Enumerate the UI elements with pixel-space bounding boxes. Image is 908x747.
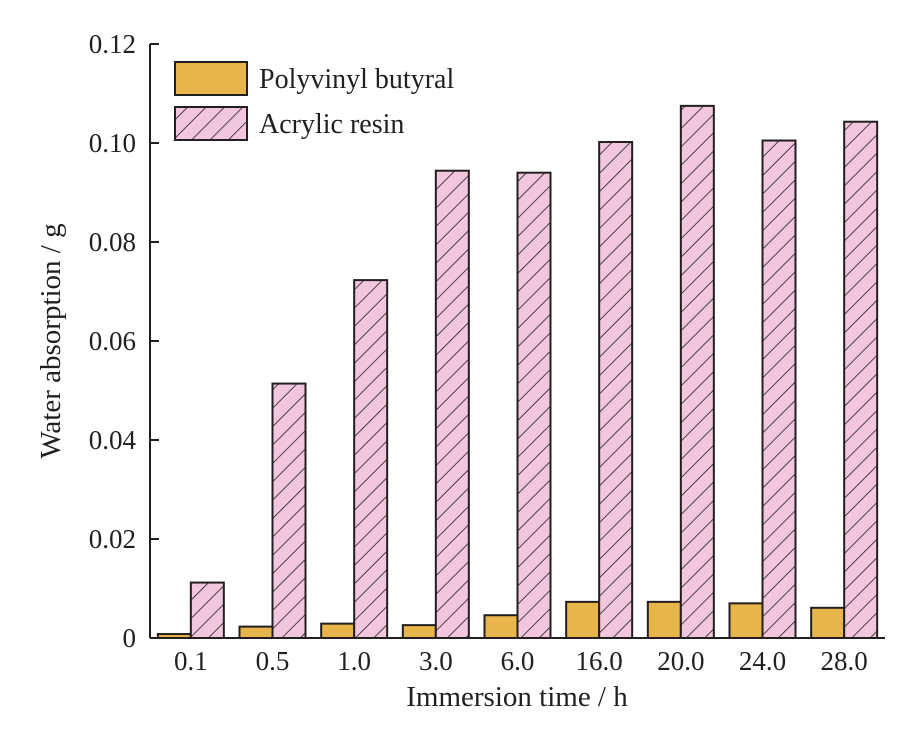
y-tick-label: 0.08: [89, 227, 136, 257]
y-tick-label: 0: [123, 623, 137, 653]
x-tick-label: 6.0: [501, 646, 535, 676]
x-axis-title: Immersion time / h: [406, 681, 628, 713]
y-tick-label: 0.06: [89, 326, 136, 356]
bar-polyvinyl-butyral-0-5: [238, 625, 274, 639]
x-tick-label: 0.5: [256, 646, 290, 676]
y-tick-label: 0.04: [89, 425, 137, 455]
x-tick-label: 0.1: [174, 646, 208, 676]
bar-acrylic-resin-28-0: [843, 120, 879, 639]
bar-acrylic-resin-24-0: [761, 139, 797, 639]
bar-acrylic-resin-1-0: [353, 279, 389, 639]
bar-polyvinyl-butyral-6-0: [483, 614, 519, 639]
bar-acrylic-resin-3-0: [434, 169, 470, 639]
bar-polyvinyl-butyral-1-0: [320, 622, 356, 640]
bar-polyvinyl-butyral-16-0: [565, 600, 601, 639]
x-tick-label: 24.0: [739, 646, 786, 676]
x-tick-label: 28.0: [821, 646, 868, 676]
bar-acrylic-resin-0-1: [189, 581, 225, 639]
bar-acrylic-resin-16-0: [598, 141, 634, 639]
bar-acrylic-resin-20-0: [679, 104, 715, 639]
legend-label-polyvinyl-butyral: Polyvinyl butyral: [259, 64, 454, 95]
y-tick-label: 0.12: [89, 29, 136, 59]
y-tick-label: 0.02: [89, 524, 136, 554]
x-tick-label: 16.0: [576, 646, 623, 676]
bar-polyvinyl-butyral-28-0: [810, 606, 846, 639]
legend-label-acrylic-resin: Acrylic resin: [259, 109, 404, 140]
x-tick-label: 3.0: [419, 646, 453, 676]
y-tick-label: 0.10: [89, 128, 136, 158]
bar-polyvinyl-butyral-20-0: [646, 600, 682, 639]
x-tick-label: 1.0: [337, 646, 371, 676]
bar-acrylic-resin-0-5: [271, 382, 307, 639]
legend: Polyvinyl butyral Acrylic resin: [174, 61, 454, 141]
bar-polyvinyl-butyral-3-0: [401, 624, 437, 640]
x-axis-ticks: 0.1 0.5 1.0 3.0 6.0 16.0 20.0 24.0 28.0: [174, 646, 868, 676]
bars-group: [156, 104, 879, 640]
x-tick-label: 20.0: [657, 646, 704, 676]
legend-swatch-polyvinyl-butyral: [174, 61, 248, 96]
y-axis-ticks: 0 0.02 0.04 0.06 0.08 0.10 0.12: [89, 29, 159, 653]
legend-swatch-acrylic-resin: [174, 106, 248, 141]
bar-acrylic-resin-6-0: [516, 171, 552, 639]
bar-polyvinyl-butyral-24-0: [728, 602, 764, 639]
y-axis-title: Water absorption / g: [35, 223, 67, 458]
